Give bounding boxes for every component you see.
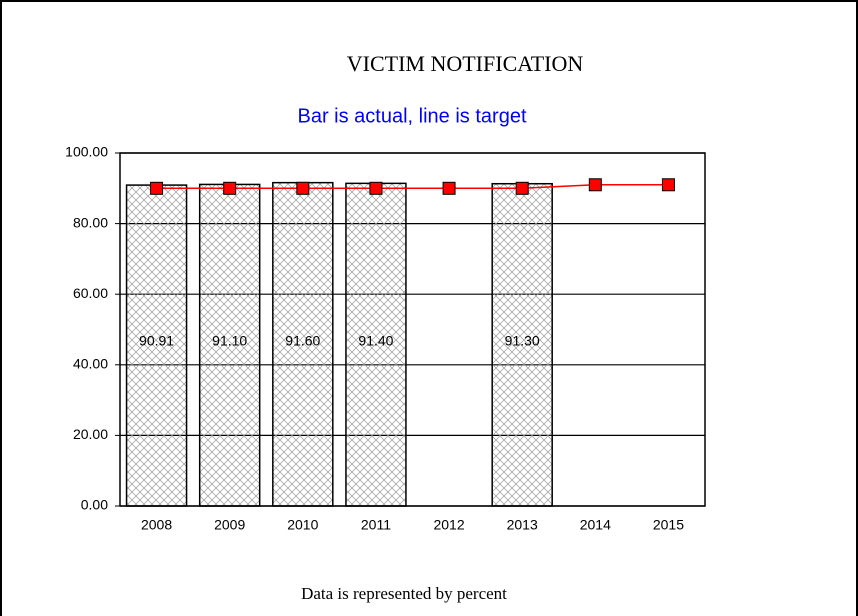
target-marker	[515, 181, 529, 195]
data-label: 91.30	[505, 333, 540, 349]
x-tick-label: 2009	[214, 517, 245, 533]
y-tick-label: 80.00	[73, 214, 108, 230]
y-tick-label: 60.00	[73, 285, 108, 301]
bar	[491, 182, 553, 507]
x-tick-label: 2015	[653, 517, 684, 533]
plot-frame	[119, 152, 706, 507]
target-marker	[150, 181, 164, 195]
x-tick-label: 2013	[507, 517, 538, 533]
data-label: 91.10	[212, 333, 247, 349]
target-marker	[369, 181, 383, 195]
data-label: 91.60	[285, 333, 320, 349]
footer: Data is represented by percent	[301, 584, 507, 603]
x-tick-label: 2011	[361, 517, 391, 533]
target-line	[156, 184, 669, 190]
y-tick-label: 100.00	[65, 144, 108, 160]
data-label: 90.91	[139, 333, 174, 349]
chart-subtitle: Bar is actual, line is target	[298, 105, 527, 127]
data-label: 91.40	[358, 333, 393, 349]
bar	[272, 181, 334, 507]
chart-title: VICTIM NOTIFICATION	[347, 51, 584, 76]
target-marker	[588, 178, 602, 192]
bar	[125, 184, 188, 507]
x-tick-label: 2012	[433, 517, 464, 533]
target-marker	[442, 181, 456, 195]
target-marker	[661, 178, 675, 192]
x-tick-label: 2014	[580, 517, 611, 533]
x-tick-label: 2008	[141, 517, 172, 533]
x-tick-label: 2010	[287, 517, 318, 533]
y-tick-label: 40.00	[73, 356, 108, 372]
y-tick-label: 20.00	[73, 426, 108, 442]
y-tick-label: 0.00	[81, 497, 108, 513]
target-marker	[223, 181, 237, 195]
target-marker	[296, 181, 310, 195]
